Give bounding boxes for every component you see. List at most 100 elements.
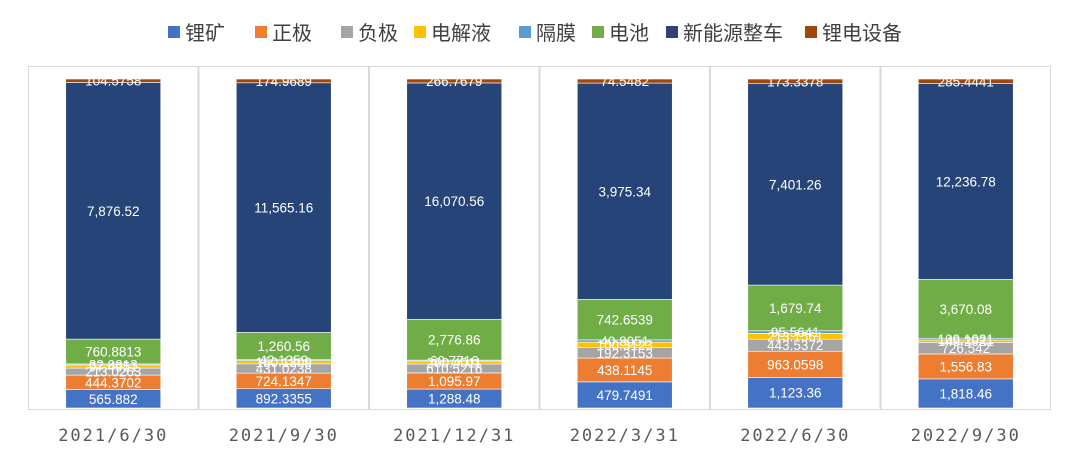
data-label: 104.5758: [85, 74, 141, 89]
category-frame: [198, 66, 369, 410]
data-label: 100.3123: [597, 338, 653, 353]
data-label: 174.9689: [256, 74, 312, 89]
data-label: 74.5482: [600, 74, 649, 89]
data-label: 213.1561: [767, 329, 823, 344]
legend-swatch: [414, 26, 426, 38]
bar-segment: [235, 332, 332, 360]
bar-segment: [917, 83, 1014, 280]
category-frame: [710, 66, 881, 410]
category-frame: [539, 66, 710, 410]
bar-segment: [576, 78, 673, 84]
data-label: 1,818.46: [939, 386, 992, 401]
legend-label: 隔膜: [536, 21, 576, 45]
x-tick-label: 2021/6/30: [58, 426, 168, 446]
bars: [65, 78, 1014, 409]
data-label: 1,288.48: [428, 392, 481, 407]
plot-frames: [28, 66, 1051, 410]
data-label: 1,679.74: [769, 301, 822, 316]
legend-label: 正极: [272, 21, 312, 45]
data-label: 565.882: [89, 392, 138, 407]
data-label: 40.8051: [600, 334, 649, 349]
legend-label: 锂矿: [185, 21, 225, 45]
bar-segment: [747, 83, 844, 286]
data-label: 95.5641: [771, 325, 820, 340]
data-label: 724.1347: [256, 374, 312, 389]
data-label: 285.4441: [938, 74, 994, 89]
data-label: 12,236.78: [936, 175, 996, 190]
legend-swatch: [341, 26, 353, 38]
category-frame: [28, 66, 199, 410]
bar-segment: [406, 78, 503, 84]
data-label: 7,401.26: [769, 177, 822, 192]
bar-segment: [576, 299, 673, 341]
legend-label: 新能源整车: [683, 21, 783, 45]
data-label: 11,565.16: [254, 201, 313, 216]
bar-segment: [65, 78, 162, 83]
bar-segment: [235, 82, 332, 333]
data-label: 1,123.36: [769, 386, 822, 401]
data-label: 1,260.56: [257, 339, 310, 354]
legend-label: 锂电设备: [822, 21, 902, 45]
data-label: 3,975.34: [598, 184, 651, 199]
legend-swatch: [592, 26, 604, 38]
legend-swatch: [666, 26, 678, 38]
data-label: 760.8813: [85, 345, 141, 360]
data-label: 173.3378: [767, 74, 823, 89]
data-labels: 565.882 444.3702213.026397.495132.0813760…: [85, 74, 996, 407]
data-label: 2,776.86: [428, 333, 481, 348]
legend-swatch: [255, 26, 267, 38]
category-frame: [880, 66, 1051, 410]
data-label: 109.1021: [938, 332, 994, 347]
legend-label: 电池: [609, 21, 649, 45]
data-label: 32.0813: [89, 357, 138, 372]
bar-segment: [747, 78, 844, 85]
data-label: 42.1359: [259, 353, 308, 368]
data-label: 97.4951: [89, 360, 138, 375]
bar-segment: [406, 318, 503, 361]
data-label: 444.3702: [85, 375, 141, 390]
x-tick-label: 2021/9/30: [229, 426, 339, 446]
bar-segment: [65, 82, 162, 340]
data-label: 7,876.52: [87, 204, 140, 219]
data-label: 438.1145: [597, 363, 652, 378]
data-label: 742.6539: [597, 313, 653, 328]
data-label: 892.3355: [256, 391, 312, 406]
data-label: 150.1309: [256, 355, 312, 370]
bar-segment: [917, 378, 1014, 409]
data-label: 192.3153: [597, 346, 653, 361]
x-tick-label: 2022/3/31: [570, 426, 680, 446]
legend-swatch: [805, 26, 817, 38]
legend-swatch: [519, 26, 531, 38]
x-tick-label: 2022/9/30: [911, 426, 1021, 446]
legend-label: 负极: [358, 21, 398, 45]
data-label: 431.0238: [256, 361, 312, 376]
data-label: 726.542: [941, 341, 990, 356]
data-label: 266.7679: [426, 74, 482, 89]
x-tick-label: 2022/6/30: [740, 426, 850, 446]
category-frame: [369, 66, 540, 410]
legend-swatch: [168, 26, 180, 38]
bar-segment: [576, 82, 673, 300]
data-label: 3,670.08: [939, 302, 992, 317]
bar-segment: [576, 381, 673, 409]
bar-segment: [747, 284, 844, 332]
data-label: 213.0263: [85, 365, 141, 380]
data-label: 60.7716: [430, 354, 479, 369]
data-label: 963.0598: [767, 357, 823, 372]
legend: 锂矿 正极 负极 电解液 隔膜 电池 新能源整车 锂电设备: [168, 21, 902, 45]
bar-segment: [406, 82, 503, 320]
data-label: 149.2921: [938, 334, 994, 349]
x-axis: 2021/6/30 2021/9/30 2021/12/31 2022/3/31 202…: [58, 426, 1021, 446]
legend-label: 电解液: [431, 21, 491, 45]
data-label: 479.7491: [597, 388, 653, 403]
bar-segment: [747, 377, 844, 409]
bar-segment: [917, 78, 1014, 84]
data-label: 1,095.97: [428, 374, 481, 389]
data-label: 443.5372: [767, 338, 823, 353]
bar-segment: [917, 353, 1014, 380]
data-label: 1,556.83: [939, 359, 992, 374]
data-label: 16,070.56: [424, 194, 484, 209]
data-label: 200.4011: [427, 355, 482, 370]
data-label: 610.5216: [426, 361, 482, 376]
